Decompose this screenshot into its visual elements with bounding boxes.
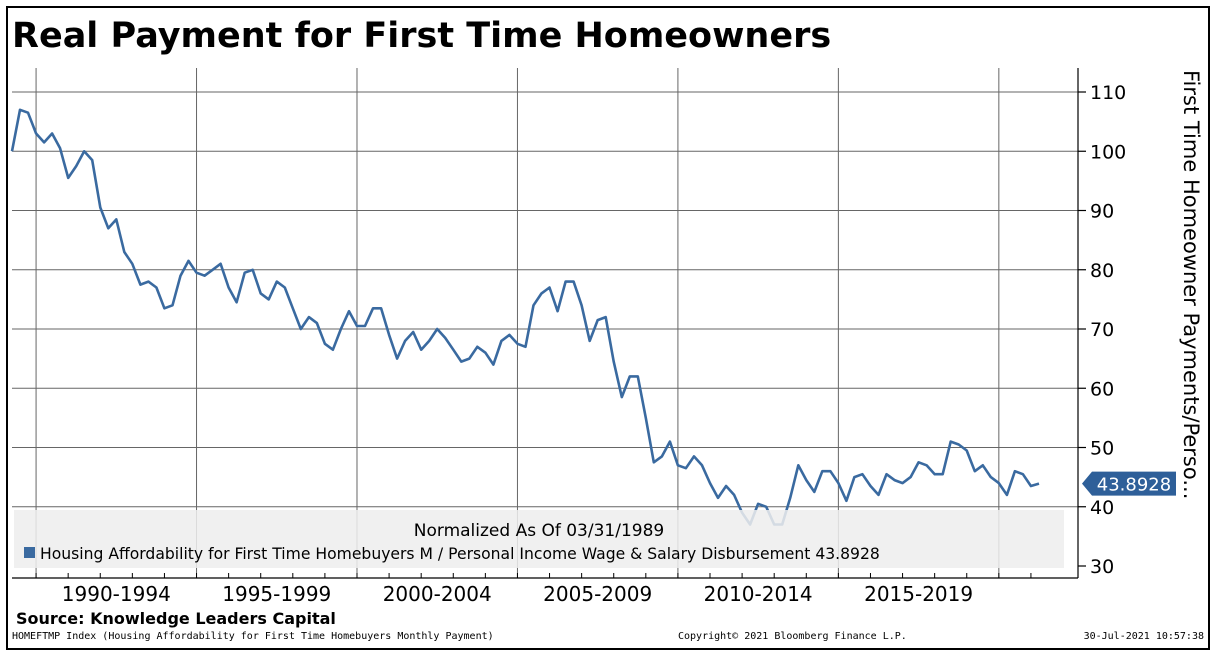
tick-label-x-1: 1990-1994 bbox=[62, 582, 171, 606]
last-value-tag bbox=[1082, 471, 1176, 496]
tick-label-y-80: 80 bbox=[1090, 260, 1114, 282]
tick-label-y-100: 100 bbox=[1090, 141, 1126, 163]
legend-swatch bbox=[24, 547, 35, 558]
legend-entry: Housing Affordability for First Time Hom… bbox=[40, 545, 880, 563]
y-axis-label: First Time Homeowner Payments/Perso... bbox=[1179, 70, 1203, 499]
tick-label-x-5: 2010-2014 bbox=[704, 582, 813, 606]
tick-label-y-30: 30 bbox=[1090, 556, 1114, 578]
tick-label-x-6: 2015-2019 bbox=[864, 582, 973, 606]
tick-label-y-90: 90 bbox=[1090, 201, 1114, 223]
tick-label-y-50: 50 bbox=[1090, 438, 1114, 460]
tick-label-y-60: 60 bbox=[1090, 378, 1114, 400]
chart-title: Real Payment for First Time Homeowners bbox=[12, 16, 832, 56]
legend-box bbox=[14, 510, 1064, 568]
tick-label-y-110: 110 bbox=[1090, 82, 1126, 104]
legend-note: Normalized As Of 03/31/1989 bbox=[414, 521, 664, 541]
tick-label-y-40: 40 bbox=[1090, 497, 1114, 519]
series-line bbox=[10, 108, 1040, 526]
tick-label-x-3: 2000-2004 bbox=[383, 582, 492, 606]
source-note: Source: Knowledge Leaders Capital bbox=[16, 609, 336, 628]
tick-label-x-4: 2005-2009 bbox=[543, 582, 652, 606]
tick-label-y-70: 70 bbox=[1090, 319, 1114, 341]
last-value-label: 43.8928 bbox=[1097, 475, 1171, 496]
footer-timestamp: 30-Jul-2021 10:57:38 bbox=[1083, 631, 1204, 642]
footer-copyright: Copyright© 2021 Bloomberg Finance L.P. bbox=[678, 631, 907, 642]
tick-label-x-2: 1995-1999 bbox=[222, 582, 331, 606]
footer-index-note: HOMEFTMP Index (Housing Affordability fo… bbox=[12, 631, 494, 642]
